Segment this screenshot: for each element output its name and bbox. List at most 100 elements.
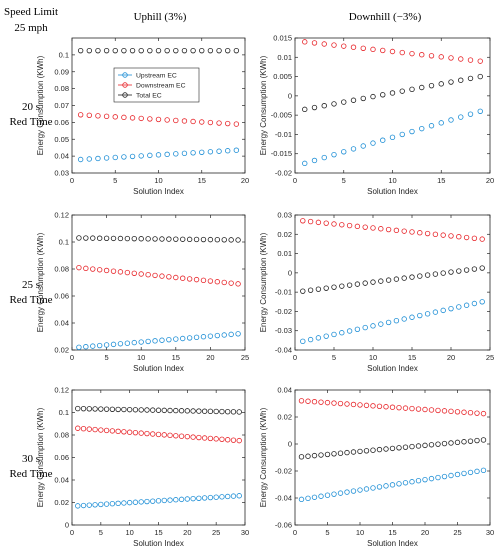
data-point-upstream [228,331,234,338]
data-point-upstream [298,496,305,503]
series-upstream [298,467,487,503]
data-point-downstream [173,433,179,439]
data-point-upstream [419,125,425,132]
data-point-total [441,440,448,447]
data-point-downstream [441,408,448,414]
x-tick-label: 0 [293,528,297,537]
y-axis-label: Energy Consumption (KWh) [36,55,45,155]
y-tick-label: -0.02 [275,169,292,178]
data-point-total [456,268,462,274]
data-point-upstream [324,492,331,498]
data-point-upstream [435,474,441,481]
data-point-downstream [307,218,314,225]
data-point-downstream [354,223,361,230]
data-point-total [138,47,144,54]
data-point-upstream [96,342,103,349]
data-point-downstream [380,47,386,54]
plot-area [294,389,491,526]
data-point-upstream [370,323,376,329]
data-point-total [370,279,376,285]
data-point-downstream [428,407,435,413]
y-tick-label: 0.03 [54,169,69,178]
legend-marker-upstream [122,72,128,78]
legend-marker-total [122,92,128,98]
data-point-upstream [103,155,110,161]
data-point-upstream [109,501,116,507]
data-point-upstream [467,111,474,117]
data-point-upstream [152,338,158,344]
data-point-upstream [321,154,327,161]
data-point-downstream [350,44,357,50]
data-point-total [173,236,179,242]
row-title-25s: 25 s Red Time [2,278,60,308]
data-point-total [448,440,454,446]
y-tick-label: 0.08 [54,265,69,274]
data-point-downstream [461,409,467,415]
plot-area [71,37,246,174]
data-point-total [331,101,337,107]
x-tick-label: 15 [154,528,162,537]
data-point-total [164,47,170,54]
data-point-downstream [370,403,376,409]
data-point-upstream [219,494,225,500]
data-point-downstream [103,267,110,274]
data-point-upstream [428,475,435,482]
data-point-upstream [318,493,324,499]
data-point-total [471,266,478,272]
data-point-downstream [173,274,179,281]
data-point-downstream [200,277,207,284]
data-point-total [131,235,137,242]
data-point-total [167,407,173,414]
corner-label-line-1: Speed Limit [3,6,59,18]
y-tick-label: 0.02 [277,230,292,239]
data-point-downstream [396,404,402,411]
data-point-upstream [150,498,156,504]
data-point-downstream [298,398,305,404]
data-point-downstream [109,428,116,434]
data-point-downstream [337,400,344,407]
plot-area [71,214,246,351]
data-point-total [454,439,461,446]
data-point-upstream [350,488,357,494]
data-point-upstream [315,335,322,341]
data-point-downstream [236,437,242,444]
data-point-total [307,287,314,293]
data-point-upstream [331,491,337,497]
data-point-upstream [200,334,207,340]
y-tick-label: 0.1 [59,408,69,417]
y-tick-label: 0.015 [273,34,292,43]
data-point-downstream [80,425,87,432]
data-point-total [132,407,139,413]
data-point-total [152,236,158,242]
data-point-upstream [448,117,454,123]
data-point-downstream [339,222,345,228]
data-point-upstream [173,151,179,157]
data-point-upstream [337,490,344,496]
data-point-upstream [76,344,82,350]
y-tick-label: -0.015 [271,149,292,158]
row-title-20s: 20 s Red Time [2,100,60,130]
data-point-upstream [214,332,221,339]
data-point-upstream [438,120,444,126]
data-point-upstream [147,152,153,159]
data-point-upstream [331,331,337,338]
data-point-downstream [440,232,446,238]
y-tick-label: 0.01 [277,249,292,258]
data-point-total [354,281,361,287]
y-tick-label: 0.08 [54,431,69,440]
x-tick-label: 20 [206,353,214,362]
data-point-total [96,235,103,241]
data-point-upstream [144,498,150,505]
data-point-total [346,282,353,288]
data-point-downstream [117,269,124,275]
data-point-total [357,448,363,455]
data-point-total [370,447,376,453]
data-point-total [331,284,337,290]
data-point-total [193,236,200,243]
x-tick-label: 25 [453,528,461,537]
col-title-uphill: Uphill (3%) [133,11,187,23]
plot-area [71,389,246,526]
x-tick-label: 10 [137,353,145,362]
legend-marker-downstream [122,82,128,88]
data-point-total [201,408,208,414]
